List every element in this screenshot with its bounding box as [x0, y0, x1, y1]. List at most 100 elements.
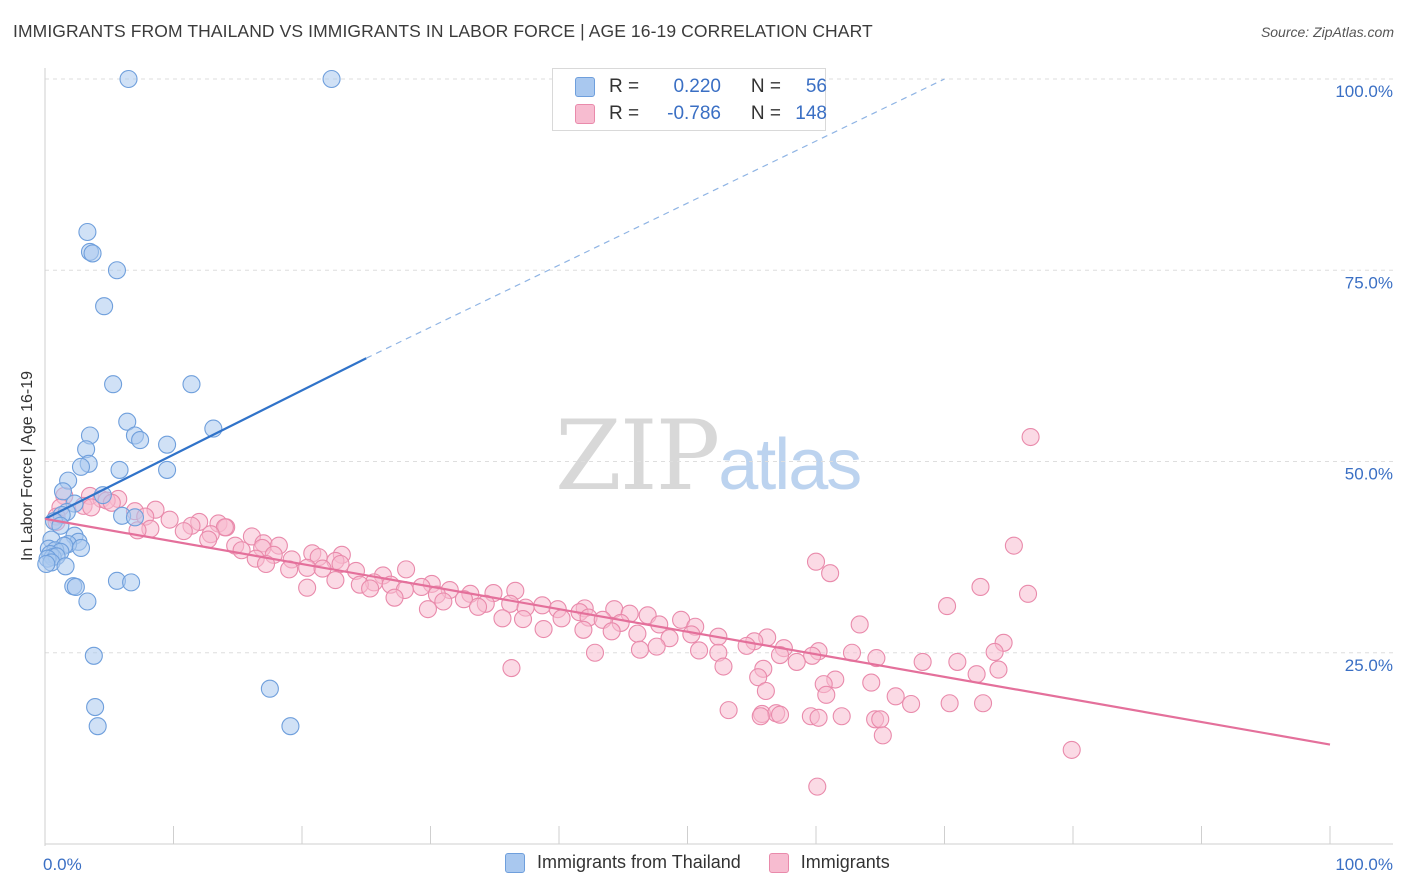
legend-n-label: N = [750, 76, 781, 97]
thailand-point [322, 69, 341, 89]
legend-r-label: R = [609, 103, 640, 124]
legend-n-value: 56 [805, 76, 827, 97]
thailand-point [95, 297, 114, 316]
thailand-point [158, 460, 177, 479]
immigrants-point [660, 629, 679, 648]
immigrants-point [82, 498, 101, 517]
immigrants-point [967, 665, 986, 684]
immigrants-point [298, 558, 317, 577]
immigrants-point [749, 668, 768, 687]
immigrants-point [873, 726, 892, 745]
immigrants-point [770, 705, 790, 724]
immigrants-point [973, 694, 993, 713]
immigrants-point [817, 685, 836, 704]
immigrants-point [787, 652, 806, 671]
immigrants-point [493, 609, 512, 628]
chart-title: IMMIGRANTS FROM THAILAND VS IMMIGRANTS I… [13, 21, 873, 41]
legend-item-thailand[interactable]: Immigrants from Thailand [505, 852, 741, 873]
watermark-atlas: atlas [718, 425, 862, 505]
thailand-point [182, 375, 201, 394]
thailand-point [71, 457, 91, 476]
immigrants-point [630, 640, 650, 659]
thailand-point [107, 261, 127, 280]
immigrants-point [602, 622, 621, 641]
immigrants-point [862, 673, 881, 692]
thailand-point [125, 508, 144, 527]
immigrants-point [803, 646, 822, 665]
thailand-point [78, 222, 97, 242]
legend-row-thailand: R = 0.220 N = 56 [575, 75, 827, 99]
source-credit: Source: ZipAtlas.com [1260, 24, 1394, 40]
y-tick-label: 75.0% [1345, 273, 1393, 292]
thailand-point [119, 69, 138, 89]
immigrants-trend-line [44, 517, 1331, 746]
legend-n-label: N = [750, 103, 781, 124]
legend-n-value: 148 [795, 103, 827, 124]
immigrants-point [331, 554, 350, 574]
thailand-point [56, 557, 75, 576]
immigrants-point [751, 707, 770, 726]
immigrants-point [502, 658, 521, 678]
immigrants-point [719, 701, 738, 720]
thailand-trend-extension [365, 78, 945, 359]
series-legend: Immigrants from Thailand Immigrants [505, 852, 918, 873]
y-tick-label: 100.0% [1335, 82, 1393, 101]
legend-swatch-thailand [575, 77, 595, 97]
legend-r-label: R = [609, 76, 640, 97]
thailand-point [260, 679, 279, 698]
thailand-point [110, 460, 129, 479]
thailand-point [131, 431, 150, 450]
thailand-point [66, 577, 85, 597]
x-tick-label: 100.0% [1335, 855, 1393, 874]
immigrants-point [938, 597, 957, 616]
watermark: ZIPatlas [555, 400, 862, 512]
immigrants-point [913, 652, 932, 671]
immigrants-point [690, 641, 709, 660]
correlation-legend: R = 0.220 N = 56 R = -0.786 N = 148 [552, 68, 827, 131]
thailand-point [83, 244, 102, 263]
immigrants-point [989, 660, 1008, 679]
immigrants-point [361, 579, 380, 598]
immigrants-point [1004, 536, 1023, 555]
legend-r-value: 0.220 [673, 76, 721, 97]
immigrants-point [385, 588, 404, 607]
immigrants-point [940, 694, 959, 713]
immigrants-point [886, 687, 905, 706]
thailand-point [281, 717, 300, 736]
immigrants-point [948, 652, 967, 671]
immigrants-point [585, 643, 605, 662]
legend-item-immigrants[interactable]: Immigrants [768, 852, 890, 873]
immigrants-point [647, 637, 666, 656]
legend-swatch-immigrants [575, 104, 595, 124]
legend-swatch-immigrants [768, 852, 789, 873]
immigrants-point [821, 564, 840, 583]
immigrants-point [628, 624, 647, 643]
immigrants-point [513, 610, 533, 629]
immigrants-point [326, 571, 345, 590]
immigrants-point [770, 645, 790, 665]
thailand-point [88, 717, 107, 736]
legend-r-value: -0.786 [667, 103, 721, 124]
y-axis-label: In Labor Force | Age 16-19 [19, 370, 36, 562]
thailand-point [71, 538, 91, 557]
thailand-point [37, 554, 56, 574]
immigrants-point [1018, 584, 1038, 603]
immigrants-point [871, 710, 890, 729]
immigrants-point [902, 694, 921, 714]
immigrants-point [468, 597, 488, 616]
thailand-point [158, 435, 177, 454]
y-tick-label: 25.0% [1345, 656, 1393, 675]
immigrants-point [454, 590, 473, 609]
immigrants-point [867, 649, 886, 668]
immigrants-point [808, 777, 827, 796]
immigrants-point [985, 642, 1004, 662]
immigrants-point [534, 619, 553, 639]
legend-swatch-thailand [505, 852, 525, 873]
immigrants-point [832, 707, 851, 726]
immigrants-point [1062, 740, 1081, 759]
immigrants-point [1021, 427, 1040, 447]
legend-label-immigrants: Immigrants [800, 852, 890, 872]
immigrants-point [256, 554, 276, 574]
immigrants-point [809, 708, 828, 727]
